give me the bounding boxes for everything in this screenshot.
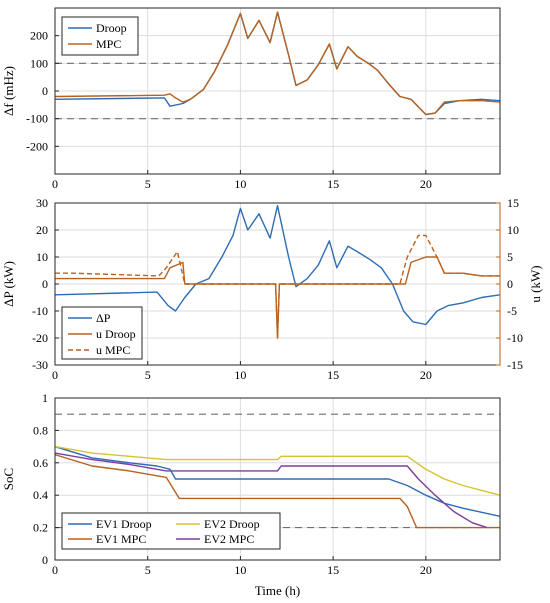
y-tick-label: -100 xyxy=(26,112,48,126)
series-line xyxy=(55,445,500,496)
legend: Droop MPC xyxy=(61,16,139,56)
x-tick-label: 15 xyxy=(327,177,339,191)
y-tick-label: 0.4 xyxy=(33,488,48,502)
y-tick-label: 0.8 xyxy=(33,423,48,437)
series-line xyxy=(55,11,500,116)
legend-label: u MPC xyxy=(96,343,130,357)
legend-box xyxy=(61,16,139,56)
y2-tick-label: 10 xyxy=(507,223,519,237)
y2-tick-label: 15 xyxy=(507,196,519,210)
x-tick-label: 0 xyxy=(52,177,58,191)
y-tick-label: -10 xyxy=(32,304,48,318)
x-tick-label: 5 xyxy=(145,563,151,577)
series-line xyxy=(55,204,500,326)
series-group xyxy=(55,445,500,529)
legend-box xyxy=(61,512,281,550)
x-tick-label: 10 xyxy=(234,563,246,577)
y-tick-label: -200 xyxy=(26,139,48,153)
axes-frame xyxy=(54,397,501,561)
x-tick-label: 5 xyxy=(145,177,151,191)
series-group xyxy=(55,204,500,339)
y-tick-label: 20 xyxy=(36,223,48,237)
legend-label: Droop xyxy=(96,21,127,35)
y-tick-label: 0 xyxy=(42,277,48,291)
panel-soc: 0 5 10 15 20 0 0.2 0.4 0.6 0.8 1 SoC Time (h) EV1 Dro… xyxy=(1,391,501,598)
x-tick-label: 20 xyxy=(420,177,432,191)
y-axis-label: ΔP (kW) xyxy=(1,261,16,307)
legend-label: MPC xyxy=(96,37,121,51)
series-line xyxy=(55,452,488,529)
series-line xyxy=(55,454,500,529)
y-tick-label: 1 xyxy=(42,391,48,405)
panel-frequency-deviation: 0 5 10 15 20 -200 -100 0 100 200 Δf (mHz) Droop MPC xyxy=(1,7,501,191)
y-tick-label: 0.6 xyxy=(33,456,48,470)
x-tick-label: 0 xyxy=(52,368,58,382)
y2-tick-label: -5 xyxy=(507,304,517,318)
y-tick-label: 0 xyxy=(42,553,48,567)
x-tick-label: 0 xyxy=(52,563,58,577)
x-tick-label: 10 xyxy=(234,177,246,191)
y-tick-label: -20 xyxy=(32,331,48,345)
legend-label: u Droop xyxy=(96,327,136,341)
x-tick-label: 15 xyxy=(327,368,339,382)
x-tick-label: 15 xyxy=(327,563,339,577)
legend-label: EV2 Droop xyxy=(204,517,260,531)
y2-tick-label: 5 xyxy=(507,250,513,264)
y2-axis-label: u (kW) xyxy=(528,265,543,302)
y-tick-label: 100 xyxy=(30,56,48,70)
legend-label: ΔP xyxy=(96,311,111,325)
series-line xyxy=(55,445,500,517)
x-tick-label: 20 xyxy=(420,368,432,382)
y-axis-label: Δf (mHz) xyxy=(1,66,16,116)
x-tick-label: 20 xyxy=(420,563,432,577)
y2-tick-label: -10 xyxy=(507,331,523,345)
y-axis-label: SoC xyxy=(1,468,16,490)
legend-label: EV1 MPC xyxy=(96,532,146,546)
y-tick-label: 200 xyxy=(30,29,48,43)
legend-box xyxy=(61,306,143,360)
y-tick-label: 30 xyxy=(36,196,48,210)
series-group xyxy=(55,11,500,116)
legend-label: EV2 MPC xyxy=(204,532,254,546)
legend: ΔP u Droop u MPC xyxy=(61,306,143,360)
y2-tick-label: -15 xyxy=(507,358,523,372)
y-tick-label: -30 xyxy=(32,358,48,372)
panel-power: 0 5 10 15 20 -30 -20 -10 0 10 20 30 -15 -10 -5 0 5 10 15 u … xyxy=(1,196,543,382)
y-tick-label: 10 xyxy=(36,250,48,264)
y-tick-label: 0.2 xyxy=(33,521,48,535)
legend-label: EV1 Droop xyxy=(96,517,152,531)
y-tick-label: 0 xyxy=(42,84,48,98)
series-line xyxy=(55,234,500,339)
x-tick-label: 10 xyxy=(234,368,246,382)
y2-tick-label: 0 xyxy=(507,277,513,291)
x-tick-label: 5 xyxy=(145,368,151,382)
x-axis-label: Time (h) xyxy=(255,583,300,598)
